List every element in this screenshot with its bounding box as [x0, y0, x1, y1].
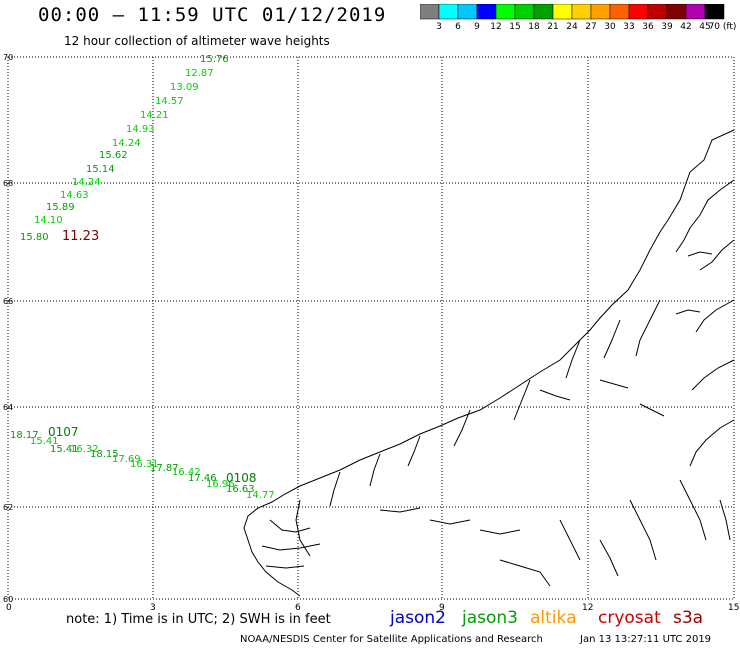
- wave-height-label: 14.57: [155, 96, 184, 107]
- legend-label: 15: [509, 22, 521, 32]
- wave-height-label: 15.41: [50, 444, 79, 455]
- legend-label: 18: [528, 22, 540, 32]
- legend-label: 6: [455, 22, 461, 32]
- legend-label: 12: [490, 22, 502, 32]
- wave-height-label: 16.96: [206, 479, 235, 490]
- north-track-labels: 15.7612.8713.0914.5714.2114.9314.2415.62…: [20, 54, 229, 244]
- south-track-labels: 18.17 010715.4115.4116.3218.1517.6916.311…: [10, 425, 275, 501]
- legend-label: 24: [566, 22, 578, 32]
- legend-label: 27: [585, 22, 597, 32]
- y-tick: 68: [3, 179, 13, 188]
- satellite-jason3: jason3: [462, 608, 518, 628]
- wave-height-label: 15.62: [99, 150, 128, 161]
- wave-height-label: 17.87: [150, 463, 179, 474]
- wave-height-label: 12.87: [185, 68, 214, 79]
- legend-label: 9: [474, 22, 480, 32]
- legend-label: 33: [623, 22, 635, 32]
- wave-height-label: 16.63: [226, 484, 255, 495]
- wave-height-label: 14.24: [112, 138, 141, 149]
- wave-height-label: 11.23: [62, 229, 99, 244]
- wave-height-label: 14.77: [246, 490, 275, 501]
- map-title: 00:00 – 11:59 UTC 01/12/2019: [38, 4, 387, 26]
- wave-height-label: 16.32: [70, 444, 99, 455]
- coastline: [243, 129, 735, 597]
- x-tick: 12: [582, 603, 593, 613]
- legend-label: 70 (ft): [708, 22, 737, 32]
- wave-height-label: 18.15: [90, 449, 119, 460]
- satellite-s3a: s3a: [673, 608, 704, 628]
- legend-label: 21: [547, 22, 559, 32]
- wave-height-label: 15.80: [20, 232, 49, 243]
- y-tick: 70: [3, 53, 13, 62]
- satellite-cryosat: cryosat: [598, 608, 661, 628]
- map-frame: [7, 56, 735, 600]
- wave-height-label: 13.09: [170, 82, 199, 93]
- note-text: note: 1) Time is in UTC; 2) SWH is in fe…: [66, 612, 331, 627]
- wave-height-label: 14.63: [60, 190, 89, 201]
- wave-height-label: 16.42: [172, 467, 201, 478]
- legend-swatch: [704, 4, 725, 20]
- wave-height-label: 14.10: [34, 215, 63, 226]
- y-axis-ticks: 70 68 66 64 62 60: [3, 53, 13, 604]
- wave-height-label: 17.69: [112, 454, 141, 465]
- wave-height-label: 15.89: [46, 202, 75, 213]
- wave-height-label: 15.41: [30, 436, 59, 447]
- wave-height-label: 15.76: [200, 54, 229, 65]
- footer-credit: NOAA/NESDIS Center for Satellite Applica…: [240, 634, 543, 645]
- legend-label: 36: [642, 22, 654, 32]
- y-tick: 64: [3, 403, 13, 412]
- x-tick: 6: [295, 603, 301, 613]
- wave-height-label: 16.31: [130, 459, 159, 470]
- map-subtitle: 12 hour collection of altimeter wave hei…: [64, 34, 330, 48]
- wave-height-label: 14.24: [72, 177, 101, 188]
- legend-label: 3: [436, 22, 442, 32]
- satellite-altika: altika: [530, 608, 577, 628]
- wave-height-label: 15.14: [86, 164, 115, 175]
- legend-label: 39: [661, 22, 673, 32]
- wave-height-label: 18.17: [10, 430, 39, 441]
- y-tick: 62: [3, 503, 13, 512]
- legend-label: 45: [699, 22, 711, 32]
- x-tick: 9: [439, 603, 445, 613]
- wave-height-label: 17.46: [188, 473, 217, 484]
- x-tick: 0: [6, 603, 12, 613]
- x-tick: 3: [150, 603, 156, 613]
- legend-label: 42: [680, 22, 692, 32]
- wave-height-label: 14.93: [126, 124, 155, 135]
- footer-timestamp: Jan 13 13:27:11 UTC 2019: [580, 634, 712, 645]
- satellite-jason2: jason2: [390, 608, 446, 628]
- legend-label: 30: [604, 22, 616, 32]
- y-tick: 60: [3, 595, 13, 604]
- grid-lines: [8, 57, 734, 599]
- y-tick: 66: [3, 297, 13, 306]
- x-axis-ticks: 0 3 6 9 12 15: [6, 603, 739, 613]
- time-label: 0107: [48, 425, 79, 439]
- time-label: 0108: [226, 471, 257, 485]
- x-tick: 15: [728, 603, 739, 613]
- wave-height-label: 14.21: [140, 110, 169, 121]
- color-scale-legend: [420, 4, 725, 20]
